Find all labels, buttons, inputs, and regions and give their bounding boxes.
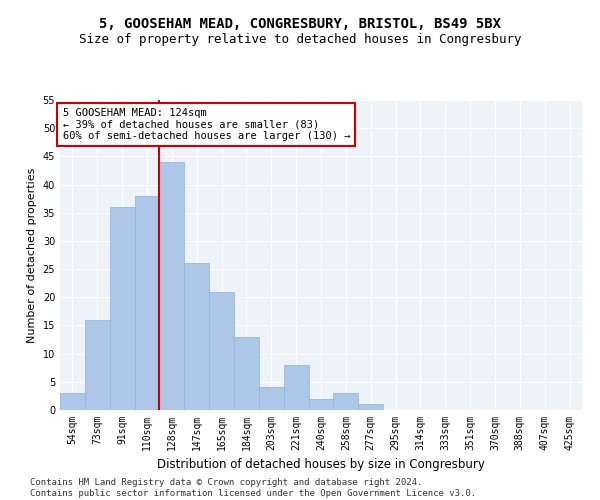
Y-axis label: Number of detached properties: Number of detached properties bbox=[27, 168, 37, 342]
Bar bbox=[334, 393, 358, 410]
Text: 5 GOOSEHAM MEAD: 124sqm
← 39% of detached houses are smaller (83)
60% of semi-de: 5 GOOSEHAM MEAD: 124sqm ← 39% of detache… bbox=[62, 108, 350, 141]
Text: Size of property relative to detached houses in Congresbury: Size of property relative to detached ho… bbox=[79, 32, 521, 46]
Bar bbox=[184, 264, 209, 410]
Bar bbox=[134, 196, 160, 410]
Bar bbox=[110, 207, 134, 410]
Bar bbox=[308, 398, 334, 410]
X-axis label: Distribution of detached houses by size in Congresbury: Distribution of detached houses by size … bbox=[157, 458, 485, 471]
Bar bbox=[209, 292, 234, 410]
Bar bbox=[60, 393, 85, 410]
Text: 5, GOOSEHAM MEAD, CONGRESBURY, BRISTOL, BS49 5BX: 5, GOOSEHAM MEAD, CONGRESBURY, BRISTOL, … bbox=[99, 18, 501, 32]
Bar bbox=[234, 336, 259, 410]
Bar bbox=[85, 320, 110, 410]
Bar bbox=[259, 388, 284, 410]
Bar bbox=[160, 162, 184, 410]
Bar bbox=[284, 365, 308, 410]
Bar bbox=[358, 404, 383, 410]
Text: Contains HM Land Registry data © Crown copyright and database right 2024.
Contai: Contains HM Land Registry data © Crown c… bbox=[30, 478, 476, 498]
